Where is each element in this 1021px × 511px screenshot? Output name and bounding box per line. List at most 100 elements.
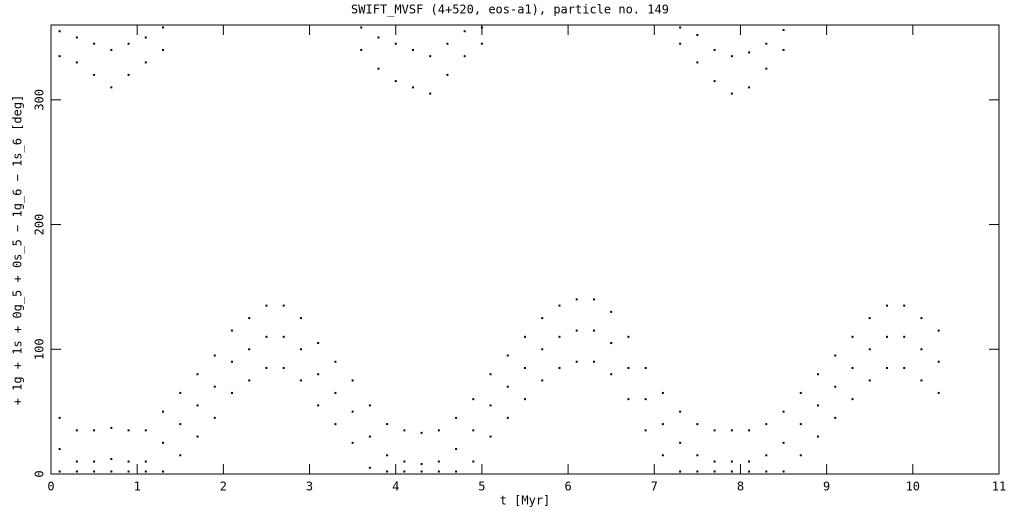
point <box>730 55 733 58</box>
point <box>679 42 682 45</box>
point <box>420 431 423 434</box>
point <box>403 470 406 473</box>
point <box>834 416 837 419</box>
point <box>351 379 354 382</box>
point <box>713 429 716 432</box>
point <box>524 366 526 369</box>
point <box>592 298 595 301</box>
point <box>248 379 251 382</box>
point <box>885 335 888 338</box>
y-tick-label: 200 <box>33 214 47 236</box>
point <box>920 348 923 351</box>
point <box>782 470 785 473</box>
point <box>317 404 320 407</box>
point <box>93 470 96 473</box>
point <box>230 360 233 363</box>
point <box>868 379 871 382</box>
point <box>610 373 613 376</box>
point <box>213 385 216 388</box>
point <box>506 354 509 357</box>
x-tick-label: 1 <box>134 480 141 494</box>
y-tick-label: 300 <box>33 89 47 111</box>
point <box>558 335 561 338</box>
point <box>127 429 130 432</box>
point <box>360 26 363 29</box>
point <box>817 435 820 438</box>
point <box>179 423 182 426</box>
point <box>541 379 544 382</box>
point <box>817 404 820 407</box>
point <box>610 342 613 345</box>
point <box>282 335 285 338</box>
point <box>558 366 561 369</box>
point <box>627 398 630 401</box>
point <box>144 429 147 432</box>
x-tick-label: 8 <box>737 480 744 494</box>
point <box>75 460 78 463</box>
point <box>455 470 458 473</box>
point <box>696 423 699 426</box>
point <box>834 385 837 388</box>
point <box>110 426 113 429</box>
point <box>730 470 733 473</box>
point <box>162 470 165 473</box>
point <box>93 73 96 76</box>
point <box>868 317 871 320</box>
point <box>799 454 802 457</box>
point <box>748 86 751 89</box>
point <box>592 360 595 363</box>
point <box>765 423 768 426</box>
point <box>386 470 389 473</box>
point <box>437 429 440 432</box>
point <box>782 410 785 413</box>
point <box>937 329 940 332</box>
point <box>420 470 423 473</box>
x-tick-label: 6 <box>564 480 571 494</box>
point <box>696 454 699 457</box>
point <box>541 317 544 320</box>
point <box>679 470 682 473</box>
point <box>851 335 854 338</box>
x-tick-label: 11 <box>992 480 1006 494</box>
point <box>162 410 165 413</box>
point <box>368 466 371 469</box>
point <box>713 80 716 83</box>
point <box>162 48 165 51</box>
point <box>489 404 492 407</box>
point <box>627 366 630 369</box>
point <box>696 33 699 36</box>
y-tick-label: 0 <box>33 470 47 477</box>
point <box>144 36 147 39</box>
point <box>885 304 888 307</box>
point <box>75 61 78 64</box>
point <box>679 410 682 413</box>
point <box>506 385 509 388</box>
point <box>213 416 216 419</box>
point <box>58 470 61 473</box>
point <box>411 48 414 51</box>
point <box>937 391 940 394</box>
point <box>644 366 647 369</box>
point <box>230 391 233 394</box>
point <box>524 398 526 401</box>
point <box>58 416 61 419</box>
point <box>575 360 578 363</box>
point <box>265 366 268 369</box>
point <box>437 460 440 463</box>
point <box>920 379 923 382</box>
point <box>437 470 440 473</box>
point <box>179 454 182 457</box>
point <box>446 73 449 76</box>
point <box>368 404 371 407</box>
point <box>765 67 768 70</box>
x-tick-label: 0 <box>47 480 54 494</box>
point <box>394 80 397 83</box>
point <box>661 454 664 457</box>
point <box>730 92 733 95</box>
point <box>429 55 432 58</box>
point <box>110 86 113 89</box>
point <box>75 429 78 432</box>
point <box>93 460 96 463</box>
point <box>248 317 251 320</box>
point <box>575 329 578 332</box>
